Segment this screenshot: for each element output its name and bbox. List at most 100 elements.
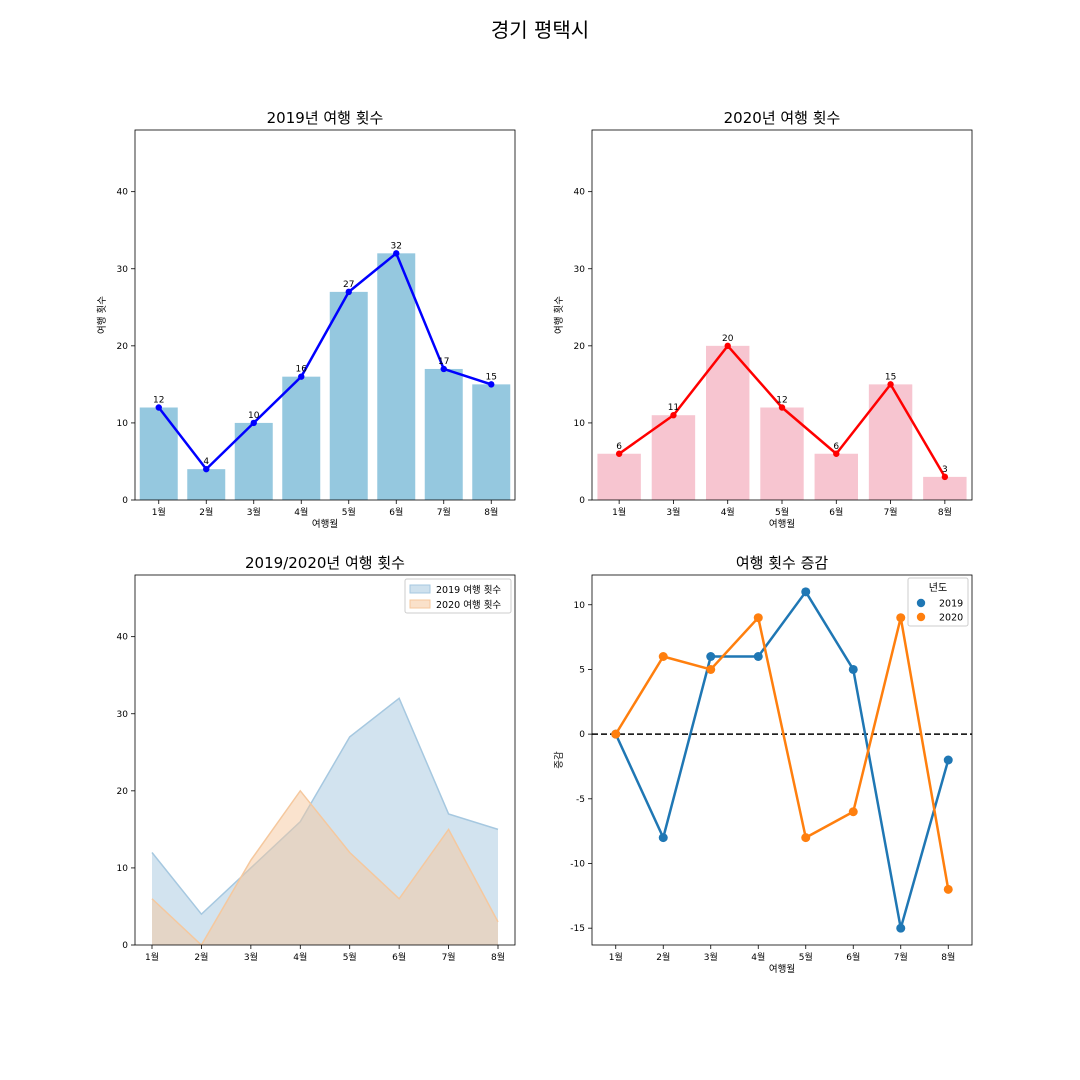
data-point: [706, 664, 716, 674]
y-tick-label: 30: [117, 265, 129, 275]
data-label: 10: [248, 411, 260, 421]
x-tick-label: 6월: [392, 951, 406, 963]
legend-marker: [916, 598, 926, 608]
data-point: [943, 755, 953, 765]
data-label: 4: [203, 457, 209, 467]
panel-title: 2020년 여행 횟수: [724, 109, 841, 127]
legend: 년도 2019 2020: [907, 577, 969, 627]
data-label: 12: [153, 396, 164, 406]
panel-1: 2019년 여행 횟수 0 10 20 30 40 12 4 10 16 27 32 17 15 1월 2월 3…: [96, 109, 516, 530]
y-tick-label: 30: [117, 710, 129, 720]
data-point: [848, 664, 858, 674]
x-tick-label: 1월: [145, 951, 159, 963]
x-tick-label: 5월: [799, 951, 813, 963]
y-tick-label: 10: [574, 419, 586, 429]
y-tick-label: 40: [574, 188, 586, 198]
legend-title: 년도: [929, 582, 947, 594]
legend-marker: [916, 612, 926, 622]
bar: [424, 368, 463, 500]
y-axis-label: 여행 횟수: [553, 296, 565, 334]
data-point: [801, 833, 811, 843]
data-point: [753, 652, 763, 662]
legend-swatch: [409, 599, 431, 609]
x-tick-label: 1월: [152, 506, 166, 518]
legend-swatch: [409, 584, 431, 594]
x-tick-label: 5월: [775, 506, 789, 518]
legend-label: 2020 여행 횟수: [436, 599, 501, 611]
series-line: [614, 616, 950, 890]
x-tick-label: 7월: [894, 951, 908, 963]
y-tick-label: 40: [117, 633, 129, 643]
panel-2: 2020년 여행 횟수 0 10 20 30 40 6 11 20 12 6 15 3 1월 3월 4월 5월 6…: [553, 109, 973, 530]
data-point: [393, 250, 400, 257]
data-label: 15: [885, 372, 896, 382]
figure-suptitle: 경기 평택시: [491, 18, 589, 42]
x-tick-label: 7월: [442, 951, 456, 963]
data-label: 6: [616, 442, 622, 452]
bar: [814, 453, 858, 500]
legend-label: 2020: [939, 613, 963, 624]
bar: [139, 407, 178, 500]
bar: [923, 476, 967, 500]
x-tick-label: 4월: [721, 506, 735, 518]
data-point: [778, 404, 786, 411]
area-fill: [152, 790, 498, 945]
x-tick-label: 8월: [938, 506, 952, 518]
bar: [187, 469, 226, 500]
bar: [706, 345, 750, 500]
legend-label: 2019: [939, 599, 963, 610]
y-tick-label: 10: [117, 864, 129, 874]
data-label: 6: [833, 442, 839, 452]
y-tick-label: 10: [117, 419, 129, 429]
x-tick-label: 6월: [829, 506, 843, 518]
data-point: [943, 884, 953, 894]
legend: 2019 여행 횟수 2020 여행 횟수: [404, 578, 512, 614]
legend-label: 2019 여행 횟수: [436, 584, 501, 596]
data-point: [848, 807, 858, 817]
y-tick-label: 10: [574, 601, 586, 611]
x-tick-label: 4월: [293, 951, 307, 963]
data-point: [801, 587, 811, 597]
data-point: [896, 923, 906, 933]
data-label: 16: [296, 365, 308, 375]
x-axis-label: 여행월: [769, 963, 795, 975]
x-axis-label: 여행월: [769, 518, 795, 530]
data-point: [941, 473, 949, 481]
x-tick-label: 1월: [609, 951, 623, 963]
data-label: 32: [391, 241, 402, 251]
x-tick-label: 3월: [704, 951, 718, 963]
data-point: [155, 404, 162, 411]
x-tick-label: 6월: [846, 951, 860, 963]
x-axis-label: 여행월: [312, 518, 338, 530]
series-line: [157, 252, 492, 471]
data-point: [488, 381, 495, 388]
bar: [282, 376, 321, 500]
data-label: 20: [722, 334, 734, 344]
data-point: [833, 450, 840, 457]
axes-frame: [134, 129, 516, 501]
x-tick-label: 2월: [656, 951, 670, 963]
bar: [651, 415, 696, 500]
data-point: [896, 613, 906, 623]
y-axis-label: 증감: [553, 751, 565, 769]
axes-frame: [134, 574, 516, 946]
x-tick-label: 6월: [389, 506, 403, 518]
data-point: [753, 613, 763, 623]
y-tick-label: 20: [117, 787, 129, 797]
panel-title: 2019년 여행 횟수: [267, 109, 384, 127]
y-axis-label: 여행 횟수: [96, 296, 108, 334]
data-point: [203, 465, 210, 473]
y-tick-label: -15: [570, 924, 585, 934]
data-point: [250, 419, 257, 427]
data-label: 17: [438, 357, 449, 367]
bar: [760, 407, 804, 500]
y-tick-label: 30: [574, 265, 586, 275]
panel-title: 여행 횟수 증감: [736, 554, 829, 572]
x-tick-label: 5월: [343, 951, 357, 963]
data-point: [706, 652, 716, 662]
axes-frame: [591, 574, 973, 946]
bar: [868, 384, 913, 500]
y-tick-label: 5: [579, 665, 585, 675]
bar: [472, 384, 511, 500]
